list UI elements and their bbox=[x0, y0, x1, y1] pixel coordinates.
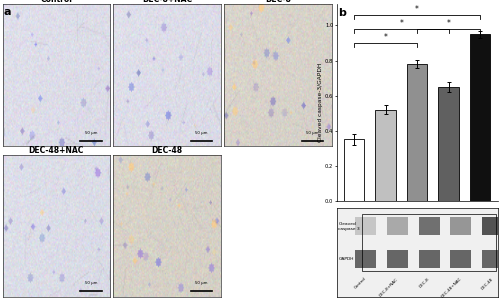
Text: 50 μm: 50 μm bbox=[84, 131, 97, 135]
Bar bbox=[356, 250, 376, 268]
Text: *: * bbox=[384, 33, 388, 43]
Text: *: * bbox=[415, 5, 419, 15]
Bar bbox=[438, 87, 459, 201]
Title: DEC-8+NAC: DEC-8+NAC bbox=[142, 0, 192, 4]
Bar bbox=[470, 34, 490, 201]
Text: DEC-48+NAC: DEC-48+NAC bbox=[440, 277, 462, 298]
Text: 50 μm: 50 μm bbox=[306, 131, 319, 135]
Text: 50 μm: 50 μm bbox=[196, 281, 208, 285]
Bar bbox=[482, 217, 500, 235]
Text: DEC-8+NAC: DEC-8+NAC bbox=[378, 277, 399, 297]
Text: b: b bbox=[338, 8, 345, 18]
Text: Control: Control bbox=[354, 277, 368, 290]
Bar bbox=[362, 215, 496, 271]
Title: Control: Control bbox=[40, 0, 72, 4]
Text: *: * bbox=[400, 19, 404, 29]
Bar bbox=[387, 217, 408, 235]
Title: DEC-48: DEC-48 bbox=[152, 146, 183, 155]
Bar bbox=[387, 250, 408, 268]
Bar bbox=[344, 139, 364, 201]
Bar bbox=[419, 217, 440, 235]
Text: GAPDH: GAPDH bbox=[338, 257, 354, 261]
Text: Cleaved
caspase 3: Cleaved caspase 3 bbox=[338, 222, 360, 231]
Title: DEC-8: DEC-8 bbox=[265, 0, 291, 4]
Bar bbox=[376, 110, 396, 201]
Bar bbox=[450, 250, 471, 268]
Y-axis label: Cleaved caspase-3/GAPDH: Cleaved caspase-3/GAPDH bbox=[318, 63, 323, 142]
Title: DEC-48+NAC: DEC-48+NAC bbox=[28, 146, 84, 155]
Bar bbox=[407, 64, 428, 201]
Bar bbox=[482, 250, 500, 268]
Text: a: a bbox=[4, 7, 12, 18]
Text: DEC-48: DEC-48 bbox=[480, 277, 494, 291]
Bar bbox=[419, 250, 440, 268]
Bar bbox=[450, 217, 471, 235]
Text: DEC-8: DEC-8 bbox=[419, 277, 431, 289]
Text: *: * bbox=[446, 19, 450, 29]
Text: 50 μm: 50 μm bbox=[84, 281, 97, 285]
Bar bbox=[356, 217, 376, 235]
Text: 50 μm: 50 μm bbox=[196, 131, 208, 135]
